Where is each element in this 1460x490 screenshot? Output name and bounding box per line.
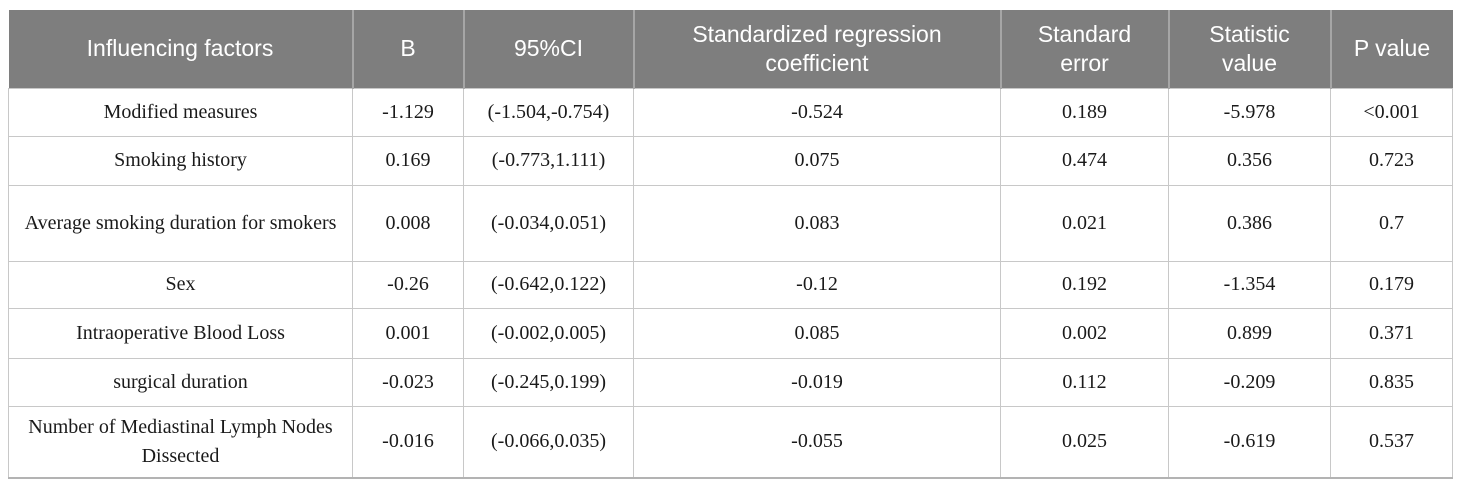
cell-b: 0.008 <box>352 184 464 262</box>
cell-95ci: (-0.642,0.122) <box>463 260 634 309</box>
cell-95ci: (-1.504,-0.754) <box>463 87 634 137</box>
cell-statistic-value: 0.899 <box>1168 307 1331 359</box>
cell-standard-error: 0.189 <box>1000 87 1169 137</box>
column-header-p-value: P value <box>1329 10 1453 88</box>
cell-standard-error: 0.002 <box>1000 307 1169 359</box>
cell-b: -0.023 <box>352 357 464 407</box>
cell-influencing-factor: Modified measures <box>8 87 353 137</box>
cell-standard-error: 0.474 <box>1000 135 1169 186</box>
cell-95ci: (-0.245,0.199) <box>463 357 634 407</box>
column-header-standard-error: Standard error <box>999 10 1169 88</box>
cell-statistic-value: 0.386 <box>1168 184 1331 262</box>
cell-statistic-value: -0.619 <box>1168 405 1331 479</box>
table-row: Number of Mediastinal Lymph Nodes Dissec… <box>8 405 1453 479</box>
cell-standardized-regression-coefficient: -0.12 <box>633 260 1001 309</box>
cell-standardized-regression-coefficient: -0.524 <box>633 87 1001 137</box>
table-body: Modified measures -1.129 (-1.504,-0.754)… <box>8 87 1453 479</box>
cell-b: 0.001 <box>352 307 464 359</box>
cell-p-value: 0.835 <box>1330 357 1453 407</box>
cell-standardized-regression-coefficient: 0.075 <box>633 135 1001 186</box>
cell-p-value: 0.537 <box>1330 405 1453 479</box>
cell-p-value: <0.001 <box>1330 87 1453 137</box>
cell-statistic-value: -0.209 <box>1168 357 1331 407</box>
cell-statistic-value: -5.978 <box>1168 87 1331 137</box>
cell-influencing-factor: Intraoperative Blood Loss <box>8 307 353 359</box>
cell-influencing-factor: Smoking history <box>8 135 353 186</box>
table-row: Modified measures -1.129 (-1.504,-0.754)… <box>8 87 1453 137</box>
cell-p-value: 0.179 <box>1330 260 1453 309</box>
cell-95ci: (-0.034,0.051) <box>463 184 634 262</box>
table-row: Smoking history 0.169 (-0.773,1.111) 0.0… <box>8 135 1453 186</box>
column-header-influencing-factors: Influencing factors <box>8 10 353 88</box>
cell-statistic-value: -1.354 <box>1168 260 1331 309</box>
cell-95ci: (-0.066,0.035) <box>463 405 634 479</box>
cell-standard-error: 0.112 <box>1000 357 1169 407</box>
cell-influencing-factor: surgical duration <box>8 357 353 407</box>
cell-influencing-factor: Sex <box>8 260 353 309</box>
cell-standardized-regression-coefficient: -0.055 <box>633 405 1001 479</box>
table-row: Average smoking duration for smokers 0.0… <box>8 184 1453 262</box>
cell-standardized-regression-coefficient: 0.083 <box>633 184 1001 262</box>
column-header-standardized-regression-coefficient: Standardized regression coefficient <box>632 10 1001 88</box>
cell-95ci: (-0.773,1.111) <box>463 135 634 186</box>
table-row: Sex -0.26 (-0.642,0.122) -0.12 0.192 -1.… <box>8 260 1453 309</box>
cell-standardized-regression-coefficient: 0.085 <box>633 307 1001 359</box>
cell-p-value: 0.371 <box>1330 307 1453 359</box>
column-header-statistic-value: Statistic value <box>1167 10 1331 88</box>
table-row: Intraoperative Blood Loss 0.001 (-0.002,… <box>8 307 1453 359</box>
cell-b: -1.129 <box>352 87 464 137</box>
cell-b: -0.26 <box>352 260 464 309</box>
cell-standard-error: 0.021 <box>1000 184 1169 262</box>
cell-standard-error: 0.192 <box>1000 260 1169 309</box>
cell-95ci: (-0.002,0.005) <box>463 307 634 359</box>
cell-p-value: 0.723 <box>1330 135 1453 186</box>
table-row: surgical duration -0.023 (-0.245,0.199) … <box>8 357 1453 407</box>
regression-table: Influencing factors B 95%CI Standardized… <box>8 10 1453 479</box>
column-header-95ci: 95%CI <box>462 10 634 88</box>
column-header-b: B <box>351 10 464 88</box>
header-row: Influencing factors B 95%CI Standardized… <box>8 10 1453 88</box>
cell-standard-error: 0.025 <box>1000 405 1169 479</box>
cell-statistic-value: 0.356 <box>1168 135 1331 186</box>
cell-p-value: 0.7 <box>1330 184 1453 262</box>
table-header: Influencing factors B 95%CI Standardized… <box>8 10 1453 88</box>
cell-b: -0.016 <box>352 405 464 479</box>
regression-table-container: Influencing factors B 95%CI Standardized… <box>8 10 1453 479</box>
cell-standardized-regression-coefficient: -0.019 <box>633 357 1001 407</box>
cell-influencing-factor: Number of Mediastinal Lymph Nodes Dissec… <box>8 405 353 479</box>
cell-b: 0.169 <box>352 135 464 186</box>
cell-influencing-factor: Average smoking duration for smokers <box>8 184 353 262</box>
